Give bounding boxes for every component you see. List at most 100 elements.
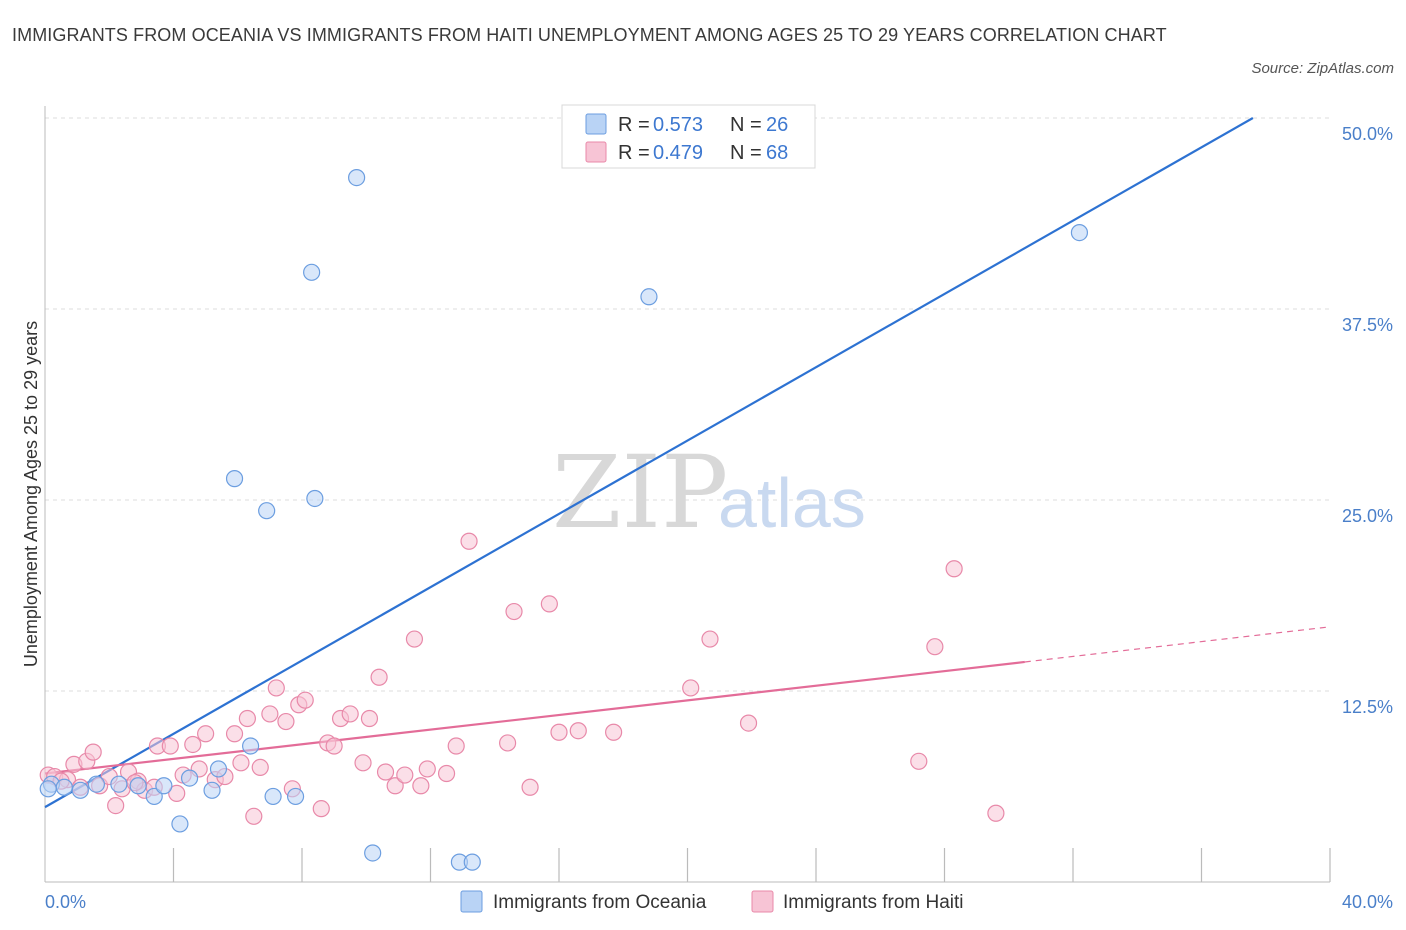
point-haiti-56 <box>550 723 568 741</box>
chart-title: IMMIGRANTS FROM OCEANIA VS IMMIGRANTS FR… <box>12 25 1167 45</box>
point-oceania-11 <box>209 760 228 778</box>
point-haiti-57 <box>569 722 587 740</box>
legend-r-value-oceania: 0.573 <box>653 114 703 136</box>
point-haiti-27 <box>245 807 263 825</box>
point-haiti-53 <box>505 602 523 621</box>
point-oceania-19 <box>348 168 366 187</box>
legend-r-value-haiti: 0.479 <box>653 142 703 164</box>
bottom-legend-swatch-haiti <box>751 890 774 913</box>
point-oceania-1 <box>55 778 73 796</box>
legend-n-value-haiti: 68 <box>766 142 788 164</box>
point-haiti-40 <box>354 754 372 772</box>
point-oceania-12 <box>225 470 244 488</box>
y-tick-label-2: 37.5% <box>1342 315 1393 335</box>
point-haiti-63 <box>926 638 944 656</box>
point-haiti-47 <box>412 777 430 795</box>
point-haiti-60 <box>701 630 719 648</box>
point-haiti-35 <box>312 800 330 818</box>
point-oceania-20 <box>364 844 382 862</box>
trend-lines <box>44 117 1331 809</box>
axes <box>44 106 1331 883</box>
point-haiti-25 <box>232 754 250 772</box>
point-oceania-23 <box>640 288 658 306</box>
point-haiti-61 <box>739 714 758 732</box>
point-oceania-18 <box>286 787 305 806</box>
point-haiti-37 <box>325 737 343 755</box>
correlation-legend: R = 0.573 N = 26 R = 0.479 N = 68 <box>561 104 816 169</box>
trend-line-oceania <box>44 117 1254 809</box>
bottom-legend-label-oceania: Immigrants from Oceania <box>493 892 707 913</box>
point-haiti-43 <box>376 763 395 781</box>
legend-swatch-haiti <box>585 141 607 163</box>
point-haiti-64 <box>945 560 963 578</box>
point-haiti-59 <box>682 679 700 697</box>
point-haiti-44 <box>386 777 404 795</box>
point-haiti-46 <box>405 630 424 648</box>
watermark: ZIP atlas <box>552 434 866 551</box>
y-axis-label: Unemployment Among Ages 25 to 29 years <box>21 321 41 667</box>
point-oceania-16 <box>303 263 321 281</box>
series-legend: Immigrants from Oceania Immigrants from … <box>460 890 964 913</box>
legend-r-label-oceania: R = <box>618 114 650 136</box>
point-haiti-34 <box>296 691 314 709</box>
source-credit: Source: ZipAtlas.com <box>1251 60 1394 77</box>
bottom-legend-swatch-oceania <box>460 890 483 913</box>
point-haiti-28 <box>251 758 269 777</box>
point-oceania-6 <box>145 787 163 806</box>
point-oceania-25 <box>39 780 57 798</box>
point-oceania-7 <box>155 777 173 795</box>
point-haiti-16 <box>161 737 179 755</box>
y-tick-labels: 12.5% 25.0% 37.5% 50.0% <box>1342 124 1393 717</box>
point-oceania-3 <box>87 775 106 793</box>
legend-n-label-oceania: N = <box>730 114 762 136</box>
point-oceania-17 <box>306 489 324 508</box>
y-tick-label-3: 50.0% <box>1342 124 1393 144</box>
point-haiti-41 <box>360 709 379 728</box>
y-tick-label-1: 25.0% <box>1342 506 1393 526</box>
point-haiti-42 <box>370 668 388 686</box>
point-haiti-45 <box>396 766 414 784</box>
point-oceania-22 <box>463 853 481 871</box>
trend-line-haiti <box>44 660 1025 775</box>
legend-r-label-haiti: R = <box>618 142 650 164</box>
point-haiti-30 <box>267 679 285 697</box>
point-oceania-13 <box>242 737 260 755</box>
point-oceania-24 <box>1070 224 1089 242</box>
x-tick-labels: 0.0% 40.0% <box>45 892 1393 912</box>
point-haiti-17 <box>168 784 186 802</box>
point-haiti-49 <box>437 764 456 783</box>
point-oceania-8 <box>171 815 189 833</box>
point-haiti-54 <box>521 778 539 796</box>
point-haiti-65 <box>987 804 1005 822</box>
point-haiti-29 <box>261 705 279 723</box>
point-haiti-48 <box>418 760 436 778</box>
point-haiti-39 <box>341 705 359 723</box>
point-haiti-31 <box>277 712 295 731</box>
trend-line-haiti-extension <box>1024 626 1331 663</box>
point-haiti-55 <box>540 595 558 613</box>
y-tick-label-0: 12.5% <box>1342 697 1393 717</box>
grid-lines <box>45 117 1330 692</box>
point-haiti-9 <box>107 796 125 815</box>
point-haiti-26 <box>238 709 256 728</box>
point-oceania-14 <box>258 502 276 520</box>
x-tick-label-max: 40.0% <box>1342 892 1393 912</box>
point-haiti-58 <box>605 723 623 741</box>
x-tick-label-min: 0.0% <box>45 892 86 912</box>
point-haiti-62 <box>910 752 928 770</box>
point-haiti-52 <box>499 734 517 752</box>
point-haiti-19 <box>184 735 202 754</box>
point-oceania-5 <box>129 777 147 795</box>
point-haiti-50 <box>447 737 465 755</box>
point-oceania-4 <box>110 775 128 793</box>
data-points <box>39 168 1089 871</box>
bottom-legend-label-haiti: Immigrants from Haiti <box>783 892 964 913</box>
point-haiti-24 <box>225 725 244 743</box>
watermark-zip: ZIP <box>552 434 728 551</box>
point-haiti-51 <box>460 532 478 550</box>
legend-n-value-oceania: 26 <box>766 114 788 136</box>
watermark-atlas: atlas <box>718 464 866 542</box>
legend-n-label-haiti: N = <box>730 142 762 164</box>
point-haiti-6 <box>84 743 102 761</box>
